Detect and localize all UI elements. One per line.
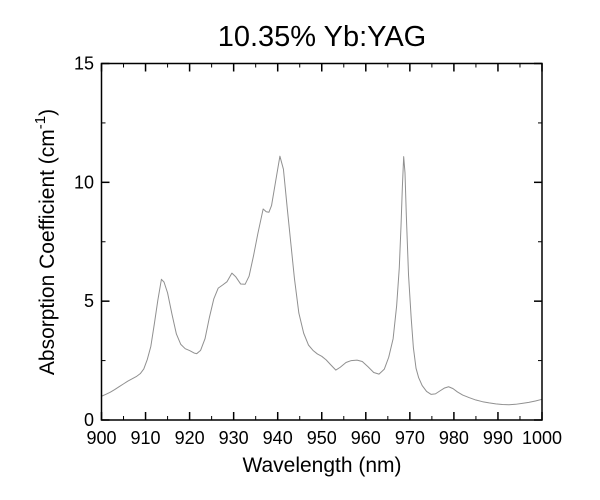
- y-tick-label: 10: [74, 172, 94, 192]
- x-tick-label: 980: [439, 428, 469, 448]
- x-tick-label: 940: [263, 428, 293, 448]
- x-tick-label: 920: [175, 428, 205, 448]
- y-axis-label: Absorption Coefficient (cm-1): [32, 109, 59, 375]
- x-tick-label: 900: [86, 428, 116, 448]
- x-axis-label: Wavelength (nm): [242, 454, 401, 477]
- x-tick-label: 970: [395, 428, 425, 448]
- y-axis-label-base: Absorption Coefficient (cm: [36, 129, 59, 375]
- x-tick-label: 930: [219, 428, 249, 448]
- y-tick-label: 15: [74, 54, 94, 74]
- y-axis-label-superscript: -1: [32, 116, 49, 129]
- x-tick-label: 950: [307, 428, 337, 448]
- plot-frame: [100, 62, 543, 421]
- x-tick-label: 1000: [522, 428, 562, 448]
- x-tick-label: 990: [483, 428, 513, 448]
- y-tick-label: 0: [84, 410, 94, 430]
- y-axis-label-close: ): [36, 109, 59, 116]
- y-tick-label: 5: [84, 291, 94, 311]
- x-tick-label: 960: [351, 428, 381, 448]
- x-tick-label: 910: [131, 428, 161, 448]
- spectrum-curve: [101, 155, 543, 406]
- plot-generated-content: 900 910 920 930 940 950 960 970 980 990 1000 0 5 10 15: [74, 54, 562, 449]
- chart-title: 10.35% Yb:YAG: [218, 21, 427, 53]
